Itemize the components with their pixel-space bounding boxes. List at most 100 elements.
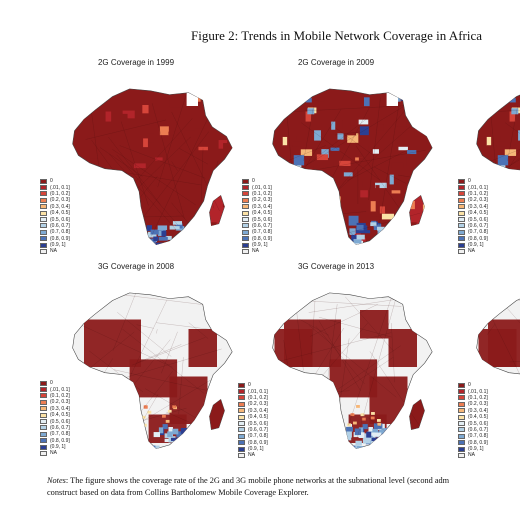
- legend-swatch: [458, 446, 465, 452]
- panel-3g-2008: 3G Coverage in 2008 0 (.01, 0.1] (0.1, 0.2…: [36, 262, 236, 472]
- legend-item: (0.6, 0.7]: [458, 223, 488, 229]
- legend: 0 (.01, 0.1] (0.1, 0.2] (0.2, 0.3] (0.3, 0.4…: [40, 178, 70, 255]
- legend-swatch: [242, 204, 249, 210]
- notes-line-2: construct based on data from Collins Bar…: [47, 488, 309, 498]
- notes-line-1: Notes: The figure shows the coverage rat…: [47, 476, 450, 485]
- legend-label: (0.5, 0.6]: [468, 216, 488, 223]
- legend-item: NA: [40, 450, 70, 456]
- legend-swatch: [238, 452, 245, 458]
- legend-item: (0.8, 0.9]: [242, 236, 272, 242]
- legend-swatch: [242, 178, 249, 184]
- legend-swatch: [242, 223, 249, 229]
- legend-label: (0.6, 0.7]: [252, 222, 272, 229]
- legend-label: (0.1, 0.2]: [468, 394, 488, 401]
- legend-swatch: [458, 395, 465, 401]
- legend-item: (0.9, 1]: [458, 242, 488, 248]
- legend-item: (0.6, 0.7]: [40, 223, 70, 229]
- legend-label: (0.5, 0.6]: [468, 420, 488, 427]
- legend-label: 0: [468, 178, 471, 185]
- legend-item: (0.7, 0.8]: [40, 229, 70, 235]
- legend-item: (.01, 0.1]: [458, 184, 488, 191]
- legend-label: (0.9, 1]: [468, 446, 484, 453]
- legend-item: (0.2, 0.3]: [238, 401, 268, 407]
- legend-item: (0.7, 0.8]: [40, 431, 70, 437]
- legend-swatch: [40, 393, 47, 399]
- legend-label: (0.6, 0.7]: [468, 222, 488, 229]
- legend-item: (0.5, 0.6]: [40, 418, 70, 425]
- legend-swatch: [238, 395, 245, 401]
- legend-swatch: [40, 236, 47, 242]
- legend-item: (0.7, 0.8]: [238, 433, 268, 439]
- legend-swatch: [238, 427, 245, 433]
- legend-item: (0.7, 0.8]: [458, 229, 488, 235]
- legend-swatch: [238, 414, 245, 420]
- legend-swatch: [458, 248, 465, 254]
- legend-swatch: [238, 446, 245, 452]
- legend-label: (0.8, 0.9]: [248, 439, 268, 446]
- legend-item: (0.6, 0.7]: [238, 427, 268, 433]
- legend-label: NA: [248, 452, 255, 459]
- legend-label: (0.7, 0.8]: [50, 229, 70, 236]
- legend-item: 0: [458, 178, 488, 184]
- legend-item: 0: [238, 382, 268, 388]
- legend-swatch: [40, 185, 47, 191]
- legend-label: (0.8, 0.9]: [468, 235, 488, 242]
- legend-swatch: [242, 229, 249, 235]
- legend-label: NA: [252, 248, 259, 255]
- legend-item: (0.6, 0.7]: [242, 223, 272, 229]
- legend-item: 0: [242, 178, 272, 184]
- legend-label: 0: [468, 382, 471, 389]
- panel-partial-top: 0 (.01, 0.1] (0.1, 0.2] (0.2, 0.3] (0.3, 0.4…: [440, 58, 520, 268]
- legend-label: (0.4, 0.5]: [252, 210, 272, 217]
- legend-item: (0.4, 0.5]: [238, 414, 268, 420]
- legend-item: (0.9, 1]: [40, 242, 70, 248]
- legend-item: (0.3, 0.4]: [458, 204, 488, 210]
- legend-swatch: [40, 438, 47, 444]
- legend-label: (0.1, 0.2]: [50, 392, 70, 399]
- legend-swatch: [458, 210, 465, 216]
- legend-item: NA: [242, 248, 272, 254]
- legend-label: (0.7, 0.8]: [468, 229, 488, 236]
- panel-3g-2013: 3G Coverage in 2013 0 (.01, 0.1] (0.1, 0.2…: [236, 262, 436, 472]
- legend-item: (.01, 0.1]: [40, 386, 70, 393]
- legend-label: (0.6, 0.7]: [50, 424, 70, 431]
- legend-label: (0.2, 0.3]: [252, 197, 272, 204]
- legend-swatch: [238, 389, 245, 395]
- legend-label: (0.2, 0.3]: [50, 197, 70, 204]
- legend-item: (0.5, 0.6]: [458, 216, 488, 223]
- legend-label: (0.8, 0.9]: [468, 439, 488, 446]
- legend-label: (0.9, 1]: [468, 242, 484, 249]
- legend-swatch: [458, 229, 465, 235]
- legend-swatch: [238, 433, 245, 439]
- regions-layer: [274, 296, 426, 449]
- legend-swatch: [40, 217, 47, 223]
- legend-swatch: [40, 191, 47, 197]
- legend: 0 (.01, 0.1] (0.1, 0.2] (0.2, 0.3] (0.3, 0.4…: [238, 382, 268, 459]
- panel-title: 3G Coverage in 2008: [97, 262, 175, 271]
- legend-swatch: [40, 412, 47, 418]
- legend-item: (0.5, 0.6]: [458, 420, 488, 427]
- legend-swatch: [458, 185, 465, 191]
- legend-swatch: [458, 242, 465, 248]
- legend-swatch: [458, 191, 465, 197]
- legend-swatch: [40, 178, 47, 184]
- legend-label: NA: [50, 248, 57, 255]
- legend-label: (.01, 0.1]: [252, 184, 272, 191]
- panel-2g-2009: 2G Coverage in 2009 0 (.01, 0.1] (0.1, 0.2…: [236, 58, 436, 268]
- legend-item: (0.2, 0.3]: [40, 197, 70, 203]
- legend-label: (0.8, 0.9]: [252, 235, 272, 242]
- legend-label: (0.9, 1]: [248, 446, 264, 453]
- legend-item: (0.1, 0.2]: [40, 393, 70, 399]
- legend-label: (0.8, 0.9]: [50, 437, 70, 444]
- legend-label: (0.9, 1]: [50, 242, 66, 249]
- legend-swatch: [40, 204, 47, 210]
- panel-2g-1999: 2G Coverage in 1999 0 (.01, 0.1] (0.1, 0.2…: [36, 58, 236, 268]
- legend-swatch: [238, 421, 245, 427]
- legend-label: (.01, 0.1]: [468, 184, 488, 191]
- legend-swatch: [40, 248, 47, 254]
- legend-swatch: [40, 223, 47, 229]
- legend-item: (0.6, 0.7]: [458, 427, 488, 433]
- legend-swatch: [40, 419, 47, 425]
- legend-item: (0.3, 0.4]: [40, 406, 70, 412]
- legend-label: (0.7, 0.8]: [252, 229, 272, 236]
